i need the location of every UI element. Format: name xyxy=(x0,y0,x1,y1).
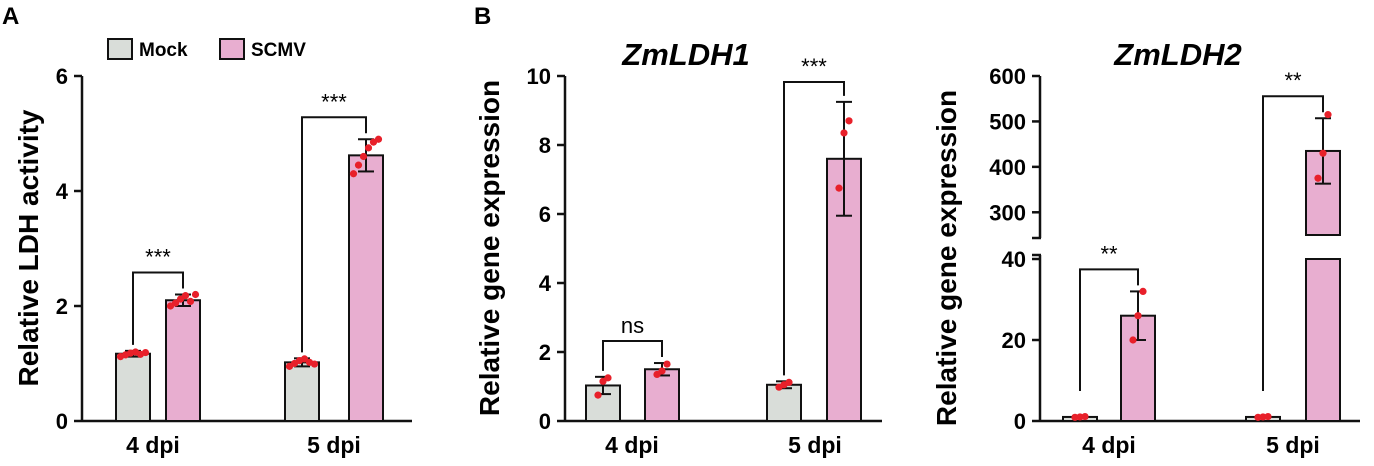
data-point xyxy=(374,135,383,143)
data-point xyxy=(1264,412,1272,421)
y-tick-label: 8 xyxy=(539,133,551,158)
data-point xyxy=(364,144,373,152)
chart-zmldh2: 0 20 40 300 400 500 600 ** ** xyxy=(989,64,1360,434)
x-tick-label-4dpi: 4 dpi xyxy=(605,432,659,458)
data-point xyxy=(310,360,319,368)
y-tick-label: 2 xyxy=(56,294,68,319)
x-tick-label-5dpi: 5 dpi xyxy=(788,432,842,458)
legend-swatch-scmv xyxy=(219,38,245,60)
data-point xyxy=(604,374,612,382)
chart-ldh-activity: 0 2 4 6 *** *** xyxy=(56,64,412,434)
y-tick-label: 4 xyxy=(56,179,69,204)
significance-bracket xyxy=(1262,95,1324,391)
significance-bracket xyxy=(783,81,845,376)
bar-scmv xyxy=(1305,258,1341,422)
y-tick-label: 500 xyxy=(989,109,1026,134)
chart-title-zmldh1: ZmLDH1 xyxy=(621,37,749,72)
data-point xyxy=(359,152,368,161)
x-tick-label-4dpi: 4 dpi xyxy=(126,432,180,458)
legend: Mock SCMV xyxy=(107,38,306,61)
y-tick-label: 6 xyxy=(56,64,68,89)
data-point xyxy=(599,377,607,385)
data-point xyxy=(181,292,190,300)
significance-bracket xyxy=(602,340,663,371)
significance-bracket xyxy=(1079,268,1139,391)
x-tick-label-5dpi: 5 dpi xyxy=(307,432,361,458)
panel-letter-a: A xyxy=(2,3,19,30)
legend-label-mock: Mock xyxy=(139,40,188,61)
significance-bracket xyxy=(301,116,367,353)
y-tick-label: 0 xyxy=(539,409,551,434)
data-point xyxy=(594,391,602,399)
significance-label: *** xyxy=(801,54,827,79)
y-axis-title-zmldh1: Relative gene expression xyxy=(474,80,505,416)
y-tick-label: 0 xyxy=(1014,409,1026,434)
significance-label: ns xyxy=(621,313,644,338)
data-point xyxy=(354,161,363,169)
data-point xyxy=(191,290,200,299)
bar-scmv xyxy=(348,154,384,422)
y-tick-label: 40 xyxy=(1002,247,1026,272)
data-point xyxy=(1314,174,1322,182)
significance-bracket xyxy=(132,271,184,345)
y-tick-label: 400 xyxy=(989,155,1026,180)
significance-label: *** xyxy=(321,89,347,114)
y-tick-label: 0 xyxy=(56,409,68,434)
x-tick-label-5dpi: 5 dpi xyxy=(1266,432,1320,458)
panel-letter-b: B xyxy=(474,3,491,30)
y-axis-title-ldh-activity: Relative LDH activity xyxy=(13,109,44,386)
data-point xyxy=(141,348,150,357)
significance-label: ** xyxy=(1100,241,1118,266)
y-axis-title-zmldh2: Relative gene expression xyxy=(931,90,962,426)
legend-swatch-mock xyxy=(107,38,133,60)
y-tick-label: 4 xyxy=(539,271,552,296)
data-point xyxy=(845,117,853,125)
data-point xyxy=(663,360,671,368)
significance-label: ** xyxy=(1284,68,1302,93)
legend-label-scmv: SCMV xyxy=(251,40,306,61)
significance-label: *** xyxy=(145,245,171,270)
data-point xyxy=(840,129,848,137)
y-tick-label: 2 xyxy=(539,340,551,365)
y-tick-label: 300 xyxy=(989,200,1026,225)
bar-scmv xyxy=(165,299,201,422)
bar-mock xyxy=(284,361,320,423)
data-point xyxy=(349,170,358,178)
y-tick-label: 600 xyxy=(989,64,1026,89)
data-point xyxy=(300,355,309,363)
y-tick-label: 6 xyxy=(539,202,551,227)
chart-zmldh1: 0 2 4 6 8 10 ns *** xyxy=(527,54,882,434)
data-point xyxy=(835,184,843,192)
data-point xyxy=(171,299,180,307)
y-tick-label: 20 xyxy=(1002,328,1026,353)
data-point xyxy=(658,367,666,375)
x-tick-label-4dpi: 4 dpi xyxy=(1082,432,1136,458)
data-point xyxy=(1139,287,1147,295)
data-point xyxy=(1324,111,1332,119)
data-point xyxy=(1081,412,1089,421)
bar-mock xyxy=(766,383,802,422)
bar-mock xyxy=(115,352,151,423)
chart-title-zmldh2: ZmLDH2 xyxy=(1113,37,1241,72)
bar-scmv xyxy=(644,368,680,422)
data-point xyxy=(186,297,195,305)
data-point xyxy=(1129,336,1137,344)
data-point xyxy=(653,370,661,379)
data-point xyxy=(1134,312,1142,320)
data-point xyxy=(785,378,793,386)
data-point xyxy=(1319,149,1327,157)
y-tick-label: 10 xyxy=(527,64,551,89)
data-point xyxy=(176,295,185,303)
